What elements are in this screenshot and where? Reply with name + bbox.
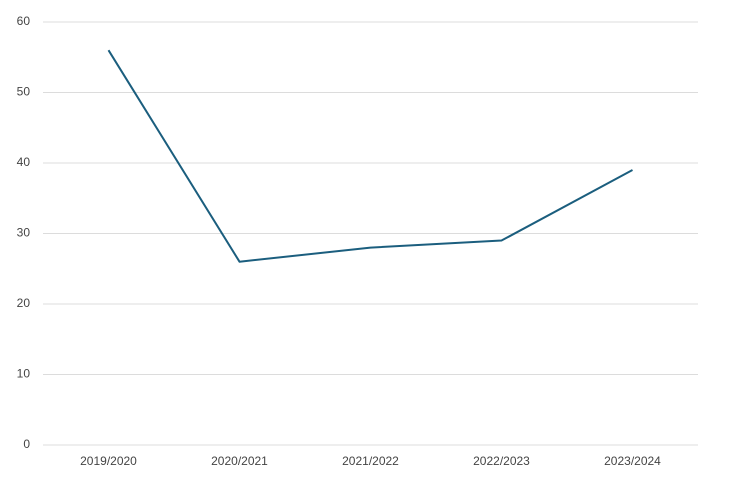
y-tick-label: 40 — [17, 155, 31, 169]
x-tick-label: 2022/2023 — [473, 454, 530, 468]
x-tick-label: 2021/2022 — [342, 454, 399, 468]
y-tick-label: 20 — [17, 296, 31, 310]
x-tick-label: 2023/2024 — [604, 454, 661, 468]
y-tick-label: 30 — [17, 226, 31, 240]
y-tick-label: 10 — [17, 367, 31, 381]
y-tick-label: 50 — [17, 85, 31, 99]
y-tick-label: 60 — [17, 14, 31, 28]
x-tick-label: 2020/2021 — [211, 454, 268, 468]
data-line — [107, 49, 633, 263]
x-tick-label: 2019/2020 — [80, 454, 137, 468]
y-tick-label: 0 — [23, 437, 30, 451]
